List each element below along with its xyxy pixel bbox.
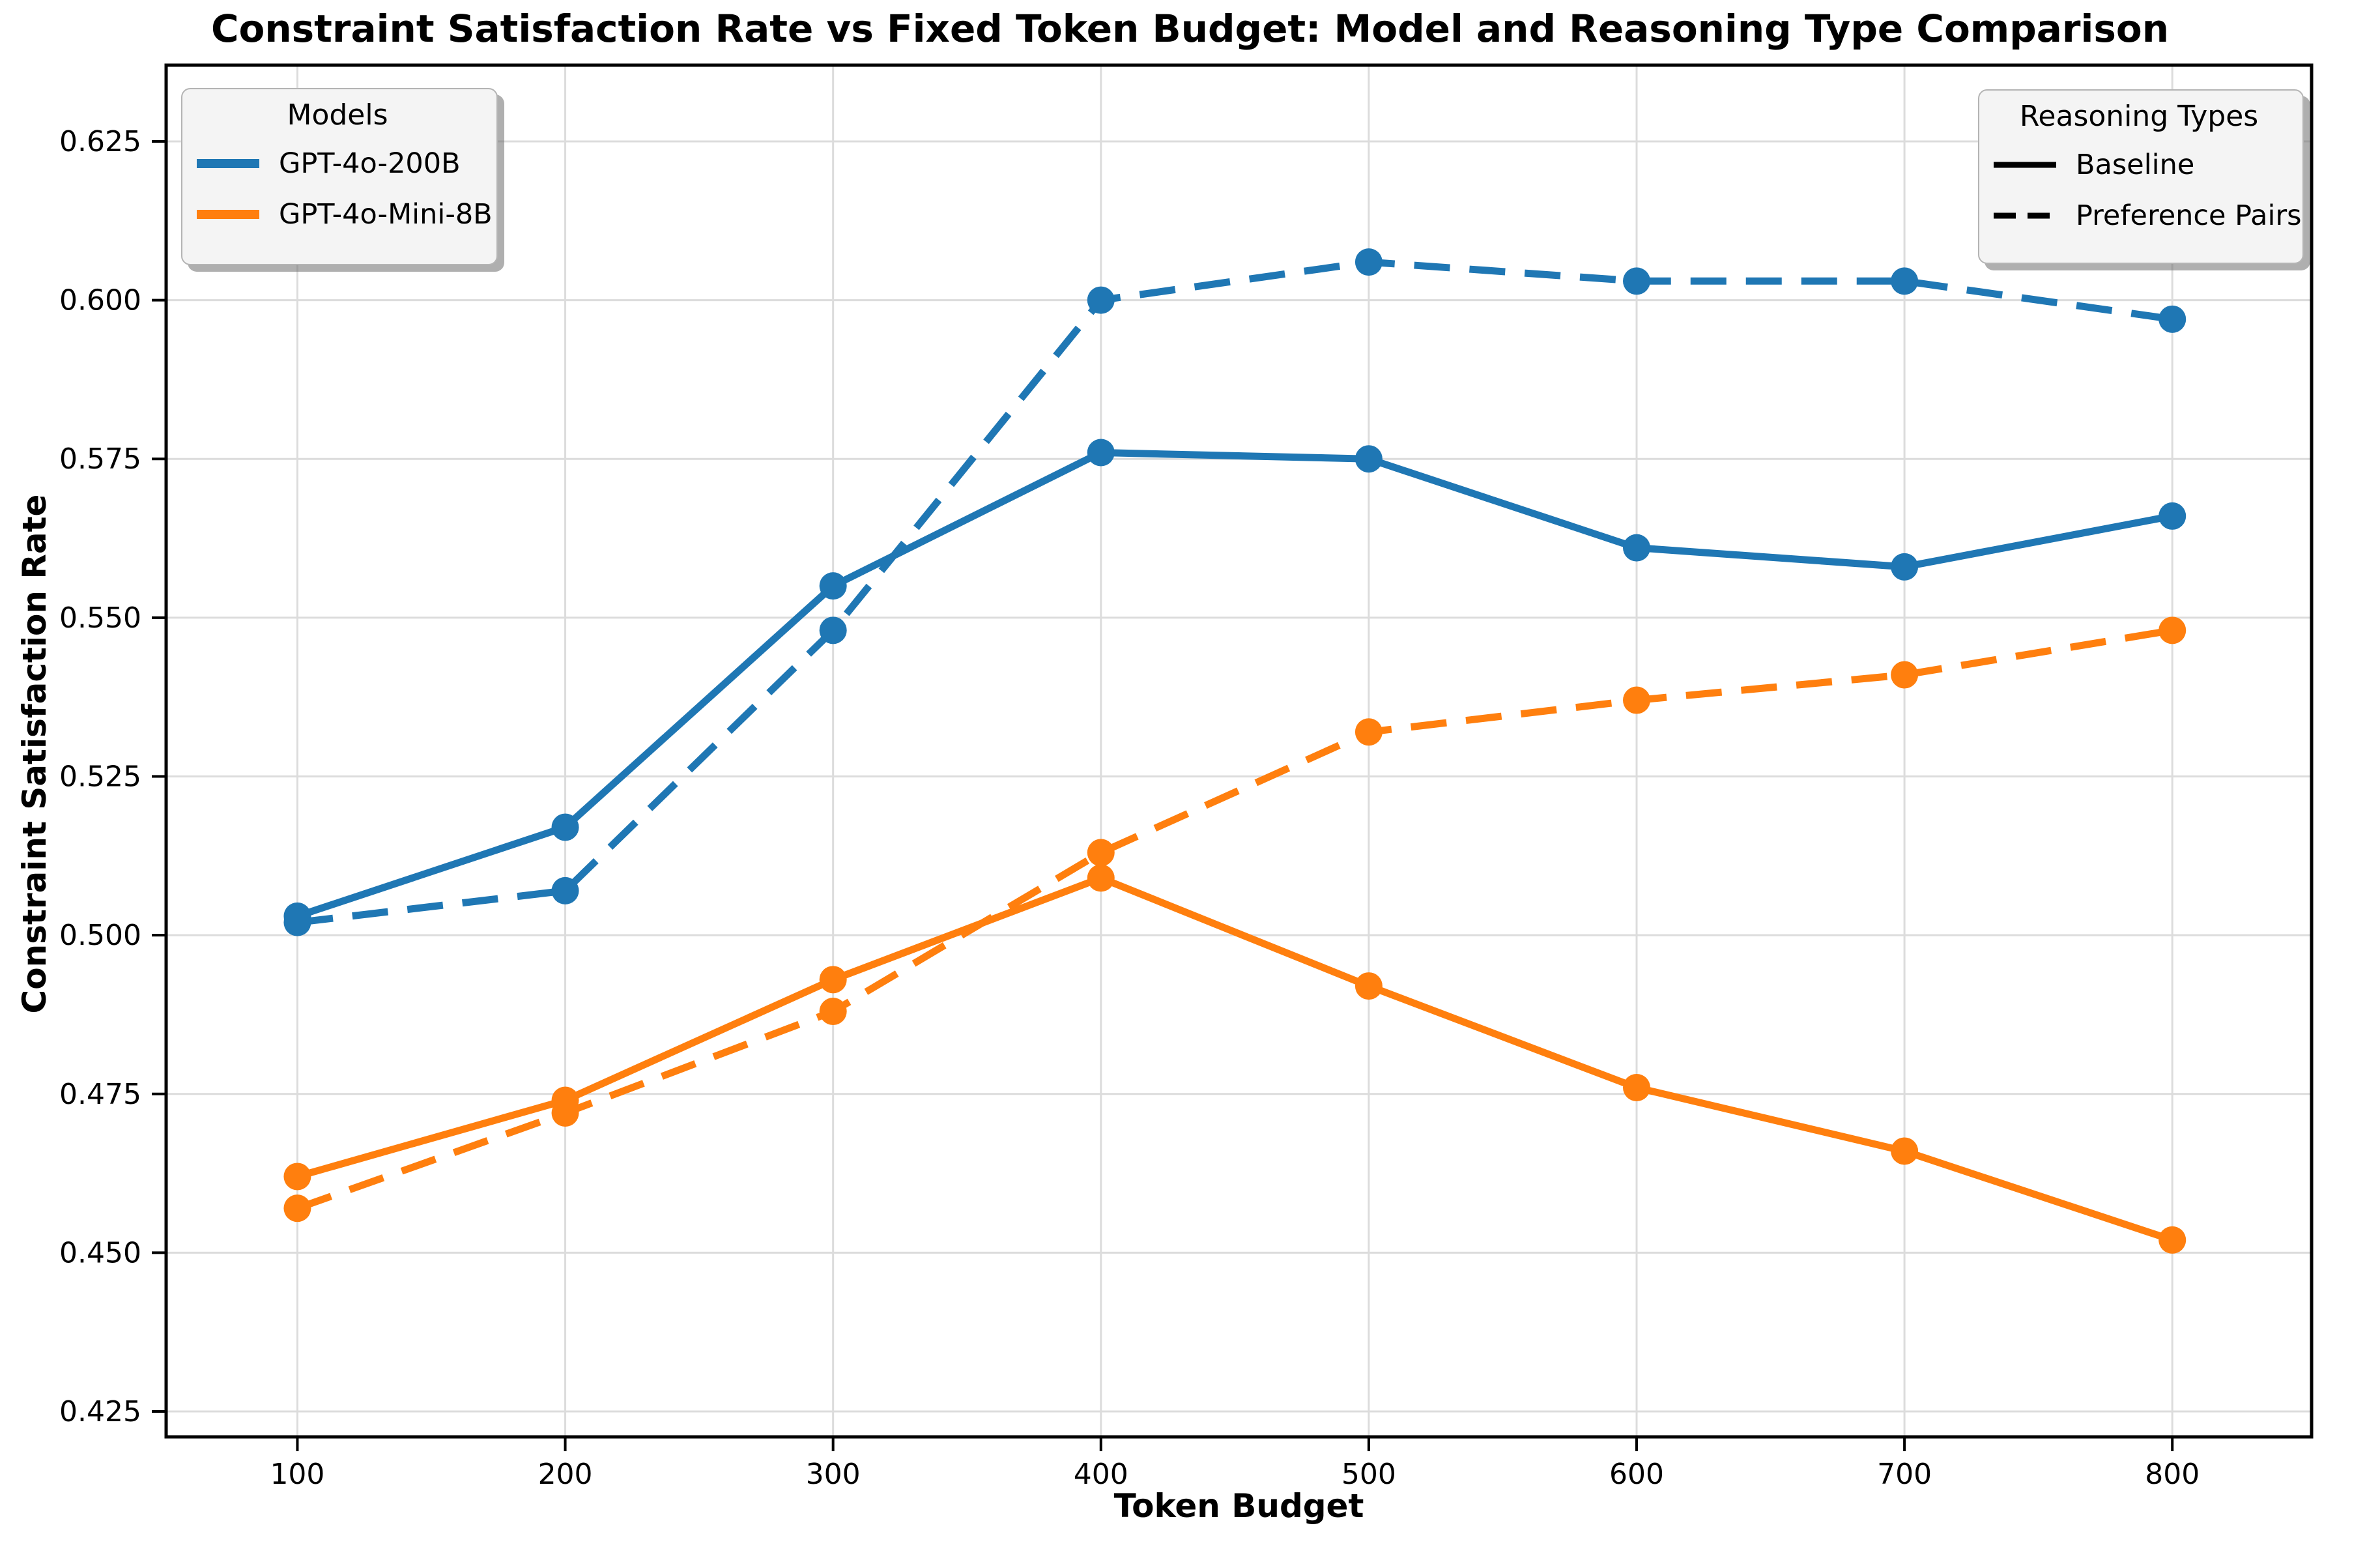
data-point [819,966,847,994]
data-point [551,813,579,841]
y-tick-label: 0.575 [59,442,141,476]
data-point [2158,502,2186,530]
data-point [551,1099,579,1127]
data-point [1087,864,1115,892]
data-point [819,616,847,644]
line-swatch-dashed-black [1994,212,2056,219]
x-tick-label: 300 [806,1458,861,1491]
axis-tick-labels: 100 200 300 400 500 600 700 800 0.425 0.450 0.475 0… [59,125,2200,1491]
plot-border [164,63,2314,1439]
y-tick-label: 0.500 [59,919,141,952]
legend-reasoning-types: Reasoning Types Baseline Preference Pair… [1978,89,2304,264]
data-point [1623,267,1650,295]
legend-item: Preference Pairs [1992,190,2302,241]
y-axis-title: Constraint Satisfaction Rate [16,494,53,1014]
legend-item-label: GPT-4o-200B [279,147,461,180]
data-point [2158,1226,2186,1254]
legend-item: GPT-4o-200B [195,138,480,189]
axes-spines [164,63,2314,1439]
x-axis-title: Token Budget [1113,1487,1364,1525]
y-tick-label: 0.600 [59,284,141,317]
series-line-GPT-4o-200B-Preference Pairs [296,258,2173,927]
x-tick-label: 100 [270,1458,324,1491]
x-tick-label: 200 [538,1458,593,1491]
data-point [1891,267,1919,295]
data-point [551,876,579,904]
data-point [1623,1074,1650,1102]
legend-item-label: Preference Pairs [2076,199,2302,232]
data-point [1891,661,1919,689]
line-swatch-solid-orange [197,210,259,219]
data-point [283,908,311,936]
legend-models: Models GPT-4o-200B GPT-4o-Mini-8B [181,88,498,265]
y-tick-label: 0.475 [59,1078,141,1111]
series-line-GPT-4o-Mini-8B-Baseline [296,874,2173,1244]
y-tick-label: 0.525 [59,760,141,793]
data-point [2158,305,2186,333]
y-tick-label: 0.550 [59,601,141,635]
data-point [283,1163,311,1191]
legend-models-title: Models [287,98,388,132]
gridlines [166,65,2312,1437]
data-point [1087,286,1115,314]
legend-reasoning-title: Reasoning Types [2019,100,2259,133]
data-point [1891,1137,1919,1165]
data-point [2158,616,2186,644]
data-point [1891,553,1919,581]
data-point [819,572,847,600]
legend-item: GPT-4o-Mini-8B [195,189,493,240]
data-point [1355,445,1383,473]
data-point [1087,839,1115,867]
data-point [1355,972,1383,1000]
legend-item: Baseline [1992,139,2286,190]
x-tick-label: 500 [1341,1458,1396,1491]
legend-item-label: GPT-4o-Mini-8B [279,198,493,231]
x-tick-label: 400 [1074,1458,1128,1491]
data-series [283,248,2186,1254]
data-point [283,1194,311,1222]
data-point [1087,439,1115,467]
y-tick-label: 0.625 [59,125,141,158]
data-point [1623,534,1650,562]
series-line-GPT-4o-200B-Baseline [296,449,2173,920]
x-tick-label: 800 [2145,1458,2200,1491]
line-swatch-solid-blue [197,159,259,168]
y-tick-label: 0.425 [59,1395,141,1428]
data-point [1355,248,1383,276]
x-tick-label: 600 [1609,1458,1664,1491]
data-point [1355,718,1383,746]
chart-title: Constraint Satisfaction Rate vs Fixed To… [210,7,2170,51]
series-line-GPT-4o-Mini-8B-Preference Pairs [296,626,2173,1212]
y-tick-label: 0.450 [59,1236,141,1269]
data-point [1623,686,1650,714]
legend-item-label: Baseline [2076,149,2195,181]
x-tick-label: 700 [1877,1458,1932,1491]
data-point [819,998,847,1026]
axis-ticks [152,139,2174,1451]
line-swatch-solid-black [1994,162,2056,168]
